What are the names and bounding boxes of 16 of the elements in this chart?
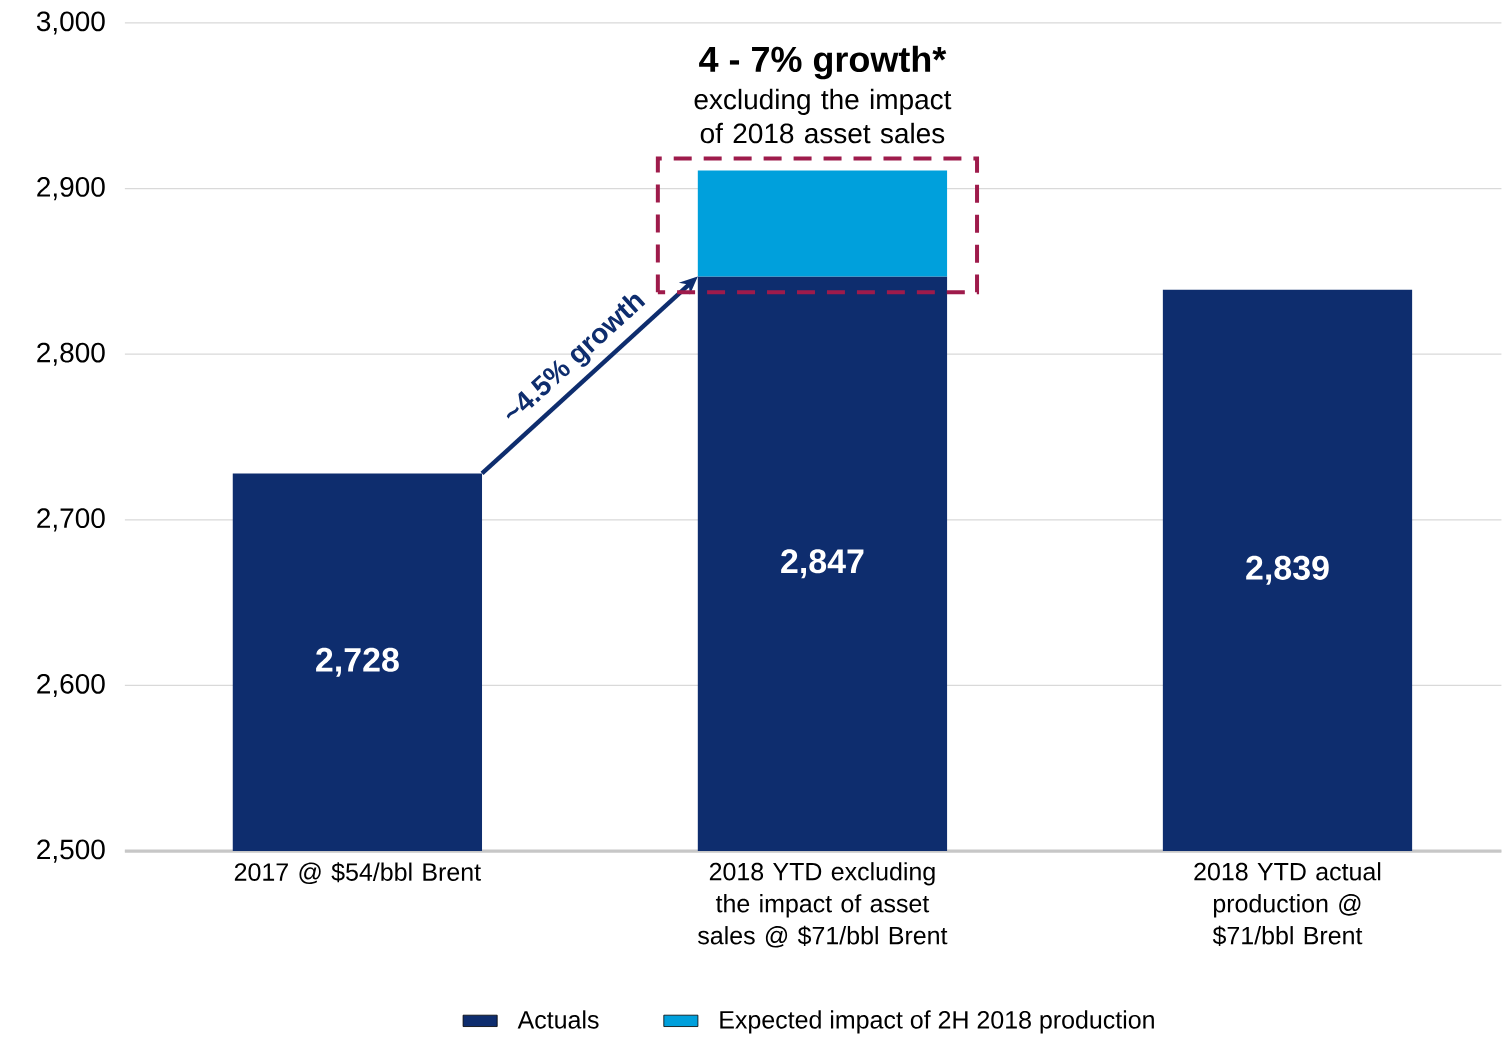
legend-label: Expected impact of 2H 2018 production bbox=[720, 1010, 1154, 1034]
y-tick-label: 2,600 bbox=[37, 673, 105, 697]
y-tick-label: 2,900 bbox=[37, 176, 105, 200]
x-tick-label: 2017 @ $54/bbl Brent bbox=[234, 861, 481, 884]
y-tick-label: 2,800 bbox=[37, 342, 105, 366]
data-label: 2,839 bbox=[1246, 555, 1329, 585]
annotation: excluding the impact of 2018 asset sales bbox=[694, 88, 952, 144]
data-label: 2,847 bbox=[781, 549, 864, 579]
y-tick-label: 3,000 bbox=[36, 11, 105, 35]
x-tick-label: 2018 YTD actual production @ $71/bbl Brent bbox=[1194, 861, 1381, 946]
legend-label: Actuals bbox=[517, 1010, 599, 1029]
y-tick-label: 2,700 bbox=[37, 508, 105, 532]
y-tick-label: 2,500 bbox=[37, 839, 105, 863]
annotation: 4 - 7% growth* bbox=[699, 45, 947, 80]
data-label: 2,728 bbox=[316, 647, 399, 677]
x-tick-label: 2018 YTD excluding the impact of asset sales @ $71/bbl Brent bbox=[698, 861, 948, 948]
